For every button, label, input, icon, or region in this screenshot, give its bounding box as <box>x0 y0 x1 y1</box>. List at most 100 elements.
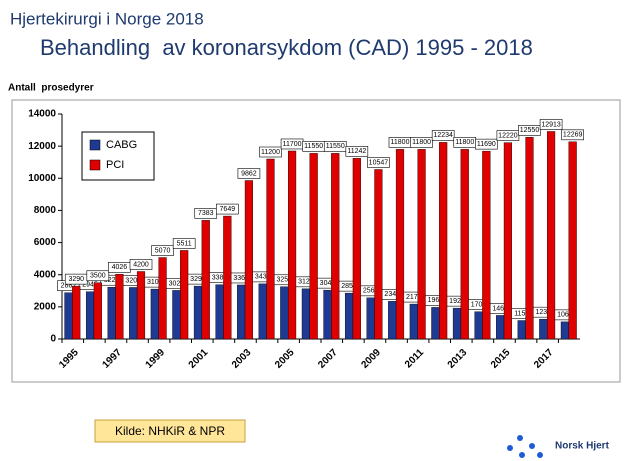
value-label: 11690 <box>477 141 496 148</box>
x-tick-label: 2013 <box>446 347 470 371</box>
value-label: 3250 <box>277 277 293 284</box>
value-label-box <box>431 130 455 141</box>
bar <box>193 285 203 340</box>
value-label: 11550 <box>304 143 323 150</box>
bar <box>72 285 81 340</box>
bar <box>64 292 73 340</box>
y-tick-label: 14000 <box>28 109 56 120</box>
value-label: 12234 <box>433 132 453 139</box>
title: Hjertekirurgi i Norge 2018 <box>10 9 204 28</box>
bar <box>287 150 297 340</box>
source: Kilde: NHKiR & NPR <box>115 424 225 438</box>
legend-label: PCI <box>106 159 124 171</box>
bar <box>85 291 95 340</box>
bar <box>517 320 526 340</box>
value-label-box <box>259 146 282 158</box>
bar <box>215 284 224 340</box>
value-label: 10547 <box>369 159 389 166</box>
value-label: 3380 <box>212 275 228 282</box>
value-label: 11800 <box>391 139 410 146</box>
bar <box>452 307 462 340</box>
value-label: 3104 <box>147 279 163 286</box>
value-label: 11550 <box>326 143 345 150</box>
y-tick-label: 4000 <box>34 269 57 280</box>
value-label: 1700 <box>471 302 487 309</box>
value-label: 5070 <box>155 247 171 254</box>
bar <box>158 257 167 340</box>
y-tick-label: 6000 <box>34 237 57 248</box>
value-label: 12550 <box>520 127 540 134</box>
y-axis-label: Antall prosedyrer <box>8 83 94 94</box>
bar <box>539 318 548 340</box>
value-label: 3290 <box>190 276 206 283</box>
value-label: 7649 <box>220 206 236 213</box>
bar <box>237 284 246 340</box>
value-label: 1966 <box>428 297 444 304</box>
bar <box>258 283 267 340</box>
value-label-box <box>367 157 390 168</box>
value-label: 1150 <box>514 310 529 317</box>
value-label: 3040 <box>320 280 336 287</box>
x-tick-label: 2001 <box>187 347 211 371</box>
value-label: 2173 <box>406 294 422 301</box>
bar <box>301 288 310 340</box>
value-label: 2945 <box>82 282 98 289</box>
x-tick-label: 2003 <box>230 347 254 371</box>
bar <box>560 321 569 340</box>
value-label: 3362 <box>233 275 249 282</box>
bar <box>503 142 512 340</box>
bar <box>150 288 159 340</box>
bar <box>431 307 440 340</box>
bar <box>460 149 469 340</box>
x-tick-label: 2005 <box>273 347 297 371</box>
bar <box>107 287 116 340</box>
value-label-box <box>172 238 196 249</box>
value-label: 5511 <box>177 240 192 247</box>
legend-label: CABG <box>106 139 137 151</box>
value-label: 2561 <box>363 288 379 295</box>
value-label-box <box>237 168 261 179</box>
value-label-box <box>345 146 369 157</box>
bar <box>115 274 124 340</box>
chart-frame <box>11 99 621 383</box>
bar <box>482 150 491 340</box>
x-tick-label: 1997 <box>100 347 124 371</box>
value-label: 3122 <box>298 279 314 286</box>
bar <box>344 292 354 340</box>
bar <box>395 149 405 340</box>
bar <box>366 297 375 340</box>
value-label: 4200 <box>133 261 149 268</box>
bar <box>409 303 418 340</box>
value-label: 11242 <box>347 148 366 155</box>
bar <box>223 215 232 340</box>
y-tick-label: 12000 <box>28 141 56 152</box>
value-label: 3221 <box>104 277 120 284</box>
value-label-box <box>86 270 110 282</box>
bar <box>568 141 577 340</box>
bar <box>331 153 340 340</box>
bar <box>309 153 318 340</box>
bar <box>546 131 556 340</box>
value-label: 11700 <box>283 141 302 148</box>
x-tick-label: 2011 <box>403 347 426 370</box>
source-box <box>94 419 246 443</box>
bar <box>180 250 189 340</box>
x-tick-label: 2015 <box>489 347 513 371</box>
subtitle: Behandling av koronarsykdom (CAD) 1995 -… <box>40 35 533 60</box>
value-label: 12913 <box>541 121 561 128</box>
value-label-box <box>410 137 433 148</box>
value-label: 2855 <box>341 283 357 290</box>
value-label: 3023 <box>169 280 185 287</box>
value-label: 1066 <box>557 312 573 319</box>
y-tick-label: 8000 <box>34 205 57 216</box>
value-label: 11200 <box>261 149 280 156</box>
value-label: 3290 <box>68 276 84 283</box>
x-tick-label: 1999 <box>144 347 168 371</box>
value-label: 3500 <box>90 273 106 280</box>
value-label: 4026 <box>112 264 128 271</box>
bar <box>439 142 448 340</box>
value-label-box <box>475 138 498 150</box>
bar <box>93 282 102 340</box>
